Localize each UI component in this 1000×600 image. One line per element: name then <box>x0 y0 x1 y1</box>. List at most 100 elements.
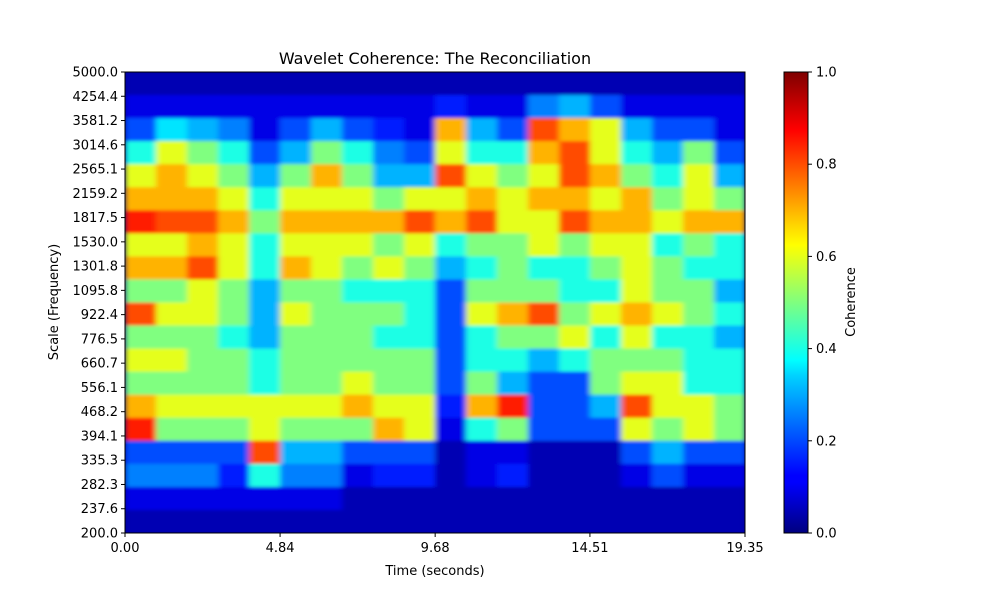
heatmap-cell <box>249 463 281 488</box>
heatmap-cell <box>311 463 343 488</box>
heatmap-cell <box>187 417 219 442</box>
heatmap-cell <box>559 164 591 188</box>
heatmap-cell <box>497 325 529 350</box>
heatmap-cell <box>714 256 745 281</box>
heatmap-cell <box>559 141 591 165</box>
heatmap-cell <box>280 210 312 234</box>
y-tick-label: 922.4 <box>81 308 118 323</box>
heatmap-cell <box>466 95 498 119</box>
heatmap-cell <box>249 141 281 165</box>
heatmap-cell <box>528 417 560 442</box>
heatmap-cell <box>559 279 591 304</box>
heatmap-cell <box>435 72 467 96</box>
heatmap-cell <box>249 187 281 211</box>
heatmap-cell <box>156 279 188 304</box>
heatmap-cell <box>435 394 467 419</box>
heatmap-cell <box>249 348 281 373</box>
heatmap-cell <box>559 302 591 327</box>
heatmap-cell <box>590 348 622 373</box>
heatmap-cell <box>373 95 405 119</box>
heatmap-cell <box>404 141 436 165</box>
heatmap-cell <box>528 95 560 119</box>
heatmap-cell <box>466 302 498 327</box>
heatmap-cell <box>218 325 250 350</box>
heatmap-cell <box>249 279 281 304</box>
heatmap-cell <box>187 210 219 234</box>
heatmap-cell <box>466 164 498 188</box>
heatmap-cell <box>497 72 529 96</box>
heatmap-cell <box>590 394 622 419</box>
heatmap-cell <box>652 509 684 533</box>
heatmap-cell <box>249 210 281 234</box>
heatmap-cell <box>435 440 467 465</box>
heatmap-cell <box>621 394 653 419</box>
colorbar-tick-label: 1.0 <box>816 66 837 81</box>
heatmap-cell <box>156 325 188 350</box>
heatmap-cell <box>528 463 560 488</box>
heatmap-cell <box>435 417 467 442</box>
heatmap-cell <box>373 256 405 281</box>
heatmap-cell <box>683 509 715 533</box>
heatmap-cell <box>590 302 622 327</box>
heatmap-cell <box>559 486 591 511</box>
heatmap-cell <box>280 233 312 257</box>
heatmap-cell <box>559 440 591 465</box>
heatmap-cell <box>249 302 281 327</box>
heatmap-cell <box>466 325 498 350</box>
heatmap-cell <box>249 509 281 533</box>
heatmap-cell <box>466 509 498 533</box>
heatmap-cell <box>621 187 653 211</box>
heatmap-cell <box>683 348 715 373</box>
heatmap-cell <box>373 118 405 142</box>
heatmap-cell <box>404 210 436 234</box>
heatmap-cell <box>342 187 374 211</box>
heatmap-cell <box>621 72 653 96</box>
x-tick-label: 19.35 <box>726 541 763 556</box>
heatmap-cell <box>466 371 498 396</box>
heatmap-cell <box>342 394 374 419</box>
heatmap-cell <box>497 164 529 188</box>
heatmap-cell <box>714 72 745 96</box>
heatmap-cell <box>714 371 745 396</box>
heatmap-cell <box>156 463 188 488</box>
heatmap-cell <box>621 417 653 442</box>
heatmap-cell <box>218 440 250 465</box>
heatmap-cell <box>652 486 684 511</box>
y-tick-label: 4254.4 <box>73 90 119 105</box>
heatmap-cell <box>621 463 653 488</box>
heatmap-cell <box>466 348 498 373</box>
heatmap-cell <box>156 187 188 211</box>
heatmap-cell <box>466 256 498 281</box>
heatmap-cell <box>435 371 467 396</box>
heatmap-cell <box>683 417 715 442</box>
heatmap-cell <box>404 164 436 188</box>
heatmap-cell <box>280 164 312 188</box>
heatmap-cell <box>466 210 498 234</box>
y-tick-label: 556.1 <box>81 381 118 396</box>
heatmap-cell <box>125 95 157 119</box>
heatmap-cell <box>435 325 467 350</box>
heatmap-cell <box>528 72 560 96</box>
heatmap-cell <box>311 233 343 257</box>
heatmap-cell <box>311 348 343 373</box>
heatmap-cell <box>497 440 529 465</box>
heatmap-cell <box>559 72 591 96</box>
y-tick-label: 1301.8 <box>73 260 119 275</box>
x-tick-label: 9.68 <box>421 541 450 556</box>
heatmap-cell <box>342 417 374 442</box>
heatmap-cell <box>280 371 312 396</box>
heatmap-cell <box>714 463 745 488</box>
heatmap-cell <box>125 256 157 281</box>
heatmap-cell <box>218 348 250 373</box>
heatmap-cell <box>621 325 653 350</box>
heatmap-cell <box>404 371 436 396</box>
heatmap-cell <box>249 440 281 465</box>
y-tick-label: 237.6 <box>81 502 118 517</box>
heatmap-cell <box>218 164 250 188</box>
heatmap-cell <box>187 256 219 281</box>
heatmap-cell <box>621 118 653 142</box>
heatmap-cell <box>435 348 467 373</box>
y-axis: 5000.0 4254.4 3581.2 3014.6 2565.1 2159.2 1817… <box>73 66 125 542</box>
heatmap-cell <box>435 210 467 234</box>
heatmap-cell <box>559 118 591 142</box>
